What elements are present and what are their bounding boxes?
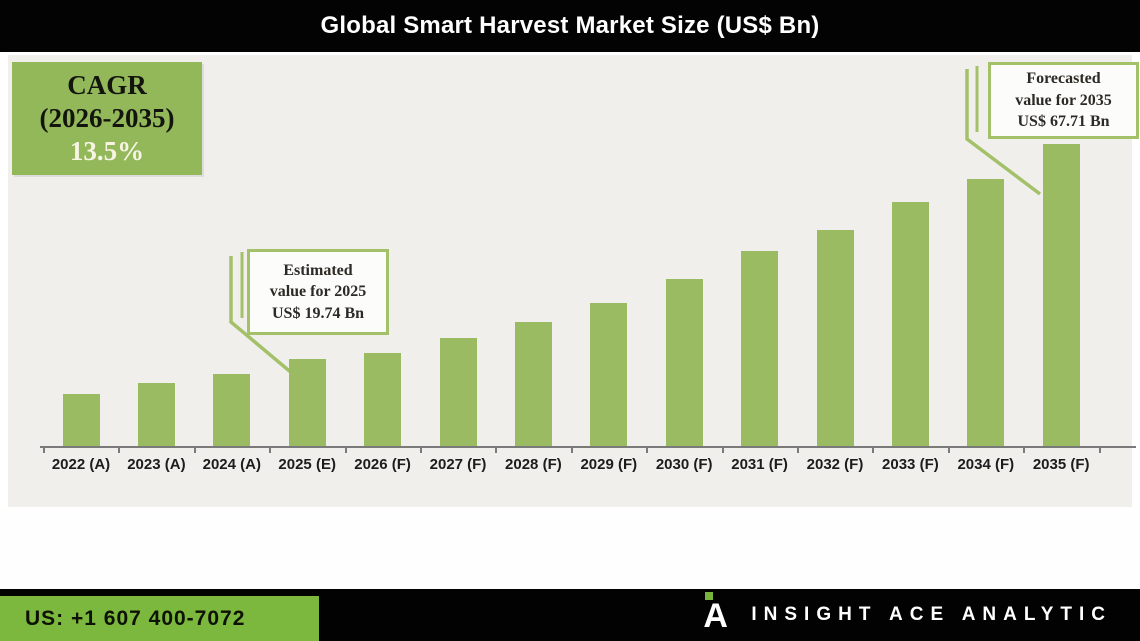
x-axis-label: 2026 (F) <box>354 456 411 473</box>
insightace-brand: A INSIGHT ACE ANALYTIC <box>703 589 1112 641</box>
x-axis-label: 2022 (A) <box>51 456 111 473</box>
estimated-value-callout: Estimated value for 2025 US$ 19.74 Bn <box>247 249 389 335</box>
bar-2035F <box>1042 144 1080 448</box>
forecasted-value-callout: Forecasted value for 2035 US$ 67.71 Bn <box>988 62 1139 139</box>
x-axis-tick <box>193 447 196 453</box>
x-axis-label: 2034 (F) <box>957 456 1015 473</box>
x-axis-label: 2033 (F) <box>882 456 939 473</box>
x-axis-tick <box>1023 447 1026 453</box>
x-axis-tick <box>872 447 875 453</box>
estimated-callout-line1: Estimated <box>283 261 353 279</box>
bar-2025E <box>288 359 326 448</box>
x-axis-tick <box>570 447 573 453</box>
page-title: Global Smart Harvest Market Size (US$ Bn… <box>320 12 820 39</box>
x-axis-tick <box>344 447 347 453</box>
forecasted-callout-line3: US$ 67.71 Bn <box>1017 113 1110 131</box>
bar-2033F <box>891 202 929 448</box>
x-axis-line <box>40 446 1136 448</box>
bar-2030F <box>665 279 703 448</box>
x-axis-label: 2030 (F) <box>655 456 713 473</box>
x-axis-label: 2029 (F) <box>580 456 638 473</box>
bar-2027F <box>439 338 477 448</box>
phone-badge: US: +1 607 400-7072 <box>0 596 319 641</box>
x-axis-tick <box>1098 447 1101 453</box>
bar-2022A <box>62 394 100 448</box>
footer-bar: US: +1 607 400-7072 A INSIGHT ACE ANALYT… <box>0 589 1140 641</box>
x-axis-tick <box>721 447 724 453</box>
x-axis-label: 2027 (F) <box>429 456 487 473</box>
bar-2029F <box>590 303 628 448</box>
x-axis-tick <box>118 447 121 453</box>
bar-2023A <box>137 383 175 448</box>
x-axis-tick <box>420 447 422 453</box>
contributors-strip: Market Contributors: Dogtooth <box>0 507 1140 590</box>
x-axis-tick <box>646 447 649 453</box>
x-axis-label: 2035 (F) <box>1032 456 1090 473</box>
x-axis-label: 2024 (A) <box>202 456 261 473</box>
x-axis-tick <box>43 447 45 453</box>
cagr-value: 13.5% <box>69 135 145 166</box>
cagr-heading: CAGR <box>67 70 147 101</box>
x-axis-tick <box>947 447 950 453</box>
x-axis-label: 2028 (F) <box>505 456 562 473</box>
estimated-callout-line3: US$ 19.74 Bn <box>271 304 365 322</box>
bar-2032F <box>816 230 854 448</box>
bar-2034F <box>967 179 1005 448</box>
cagr-range: (2026-2035) <box>39 103 175 134</box>
bar-2028F <box>514 322 552 448</box>
x-axis-tick <box>269 447 272 453</box>
bar-2031F <box>741 251 779 448</box>
chart-title-bar: Global Smart Harvest Market Size (US$ Bn… <box>0 0 1140 52</box>
x-axis-tick <box>495 447 498 453</box>
insightace-brand-text: INSIGHT ACE ANALYTIC <box>751 604 1112 625</box>
estimated-callout-line2: value for 2025 <box>269 283 367 301</box>
bar-2024A <box>213 374 251 448</box>
cagr-box: CAGR (2026-2035) 13.5% <box>12 62 202 175</box>
forecasted-callout-line1: Forecasted <box>1026 70 1101 88</box>
x-axis-tick <box>797 447 799 453</box>
insightace-logo-green-dot <box>705 592 714 600</box>
insightace-logo-icon: A <box>703 592 733 637</box>
x-axis-label: 2023 (A) <box>127 456 186 473</box>
x-axis-label: 2031 (F) <box>731 456 788 473</box>
bar-2026F <box>364 353 402 448</box>
x-axis-label: 2025 (E) <box>278 456 336 473</box>
x-axis-label: 2032 (F) <box>806 456 864 473</box>
forecasted-callout-line2: value for 2035 <box>1015 91 1112 109</box>
